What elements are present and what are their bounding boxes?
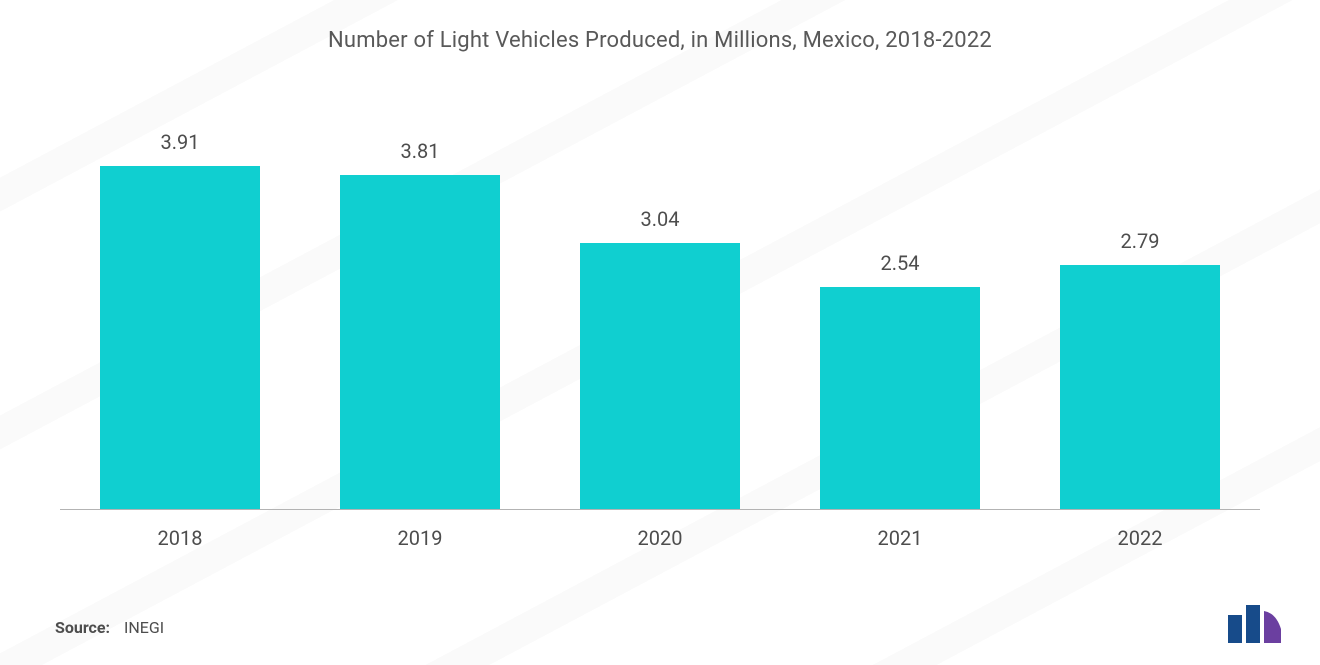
- x-axis-baseline: [60, 509, 1260, 510]
- bar: [1060, 265, 1220, 510]
- bar-value-label: 3.04: [641, 207, 680, 231]
- logo-accent: [1264, 611, 1281, 643]
- bar: [580, 243, 740, 510]
- logo-bar-1: [1228, 615, 1242, 643]
- x-axis-label: 2022: [1020, 526, 1260, 550]
- source-attribution: Source: INEGI: [55, 618, 164, 637]
- bar: [340, 175, 500, 510]
- bar: [100, 166, 260, 510]
- bar-group: 3.91: [60, 130, 300, 510]
- logo-bar-2: [1246, 605, 1260, 643]
- bar: [820, 287, 980, 510]
- bar-value-label: 3.91: [161, 130, 200, 154]
- x-axis-label: 2018: [60, 526, 300, 550]
- bar-value-label: 2.54: [881, 251, 920, 275]
- bar-value-label: 2.79: [1121, 229, 1160, 253]
- source-value: INEGI: [124, 618, 164, 637]
- chart-plot-area: 3.91 3.81 3.04 2.54 2.79: [60, 130, 1260, 510]
- x-axis-labels: 2018 2019 2020 2021 2022: [60, 526, 1260, 550]
- bar-group: 3.04: [540, 130, 780, 510]
- chart-title: Number of Light Vehicles Produced, in Mi…: [0, 0, 1320, 53]
- x-axis-label: 2021: [780, 526, 1020, 550]
- source-label: Source:: [55, 618, 110, 637]
- bar-group: 3.81: [300, 130, 540, 510]
- x-axis-label: 2020: [540, 526, 780, 550]
- bar-value-label: 3.81: [401, 139, 440, 163]
- bar-group: 2.54: [780, 130, 1020, 510]
- bar-group: 2.79: [1020, 130, 1260, 510]
- brand-logo-icon: [1226, 603, 1282, 643]
- x-axis-label: 2019: [300, 526, 540, 550]
